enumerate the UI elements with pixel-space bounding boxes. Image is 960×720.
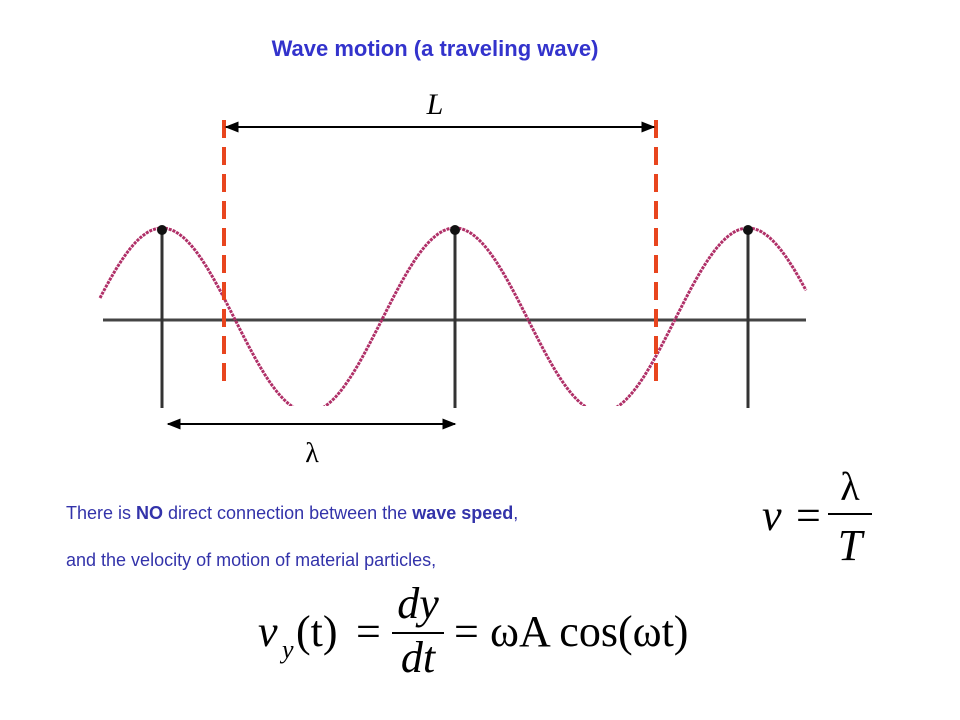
eq-symbol: (t) (296, 607, 338, 656)
eq-symbol: = (796, 491, 821, 540)
crest-dots (157, 225, 753, 235)
text-span: wave speed (411, 503, 513, 523)
eq-symbol: v (762, 491, 782, 540)
eq-symbol: λ (840, 464, 860, 509)
wave-speed-equation: v = λ T (762, 464, 872, 570)
dashed-markers (222, 120, 658, 390)
text-span: direct connection between the (163, 503, 412, 523)
particle-velocity-equation: v y (t) = dy dt = ωA cos(ωt) (258, 579, 688, 682)
text-span: There is (66, 503, 136, 523)
eq-symbol: T (838, 521, 866, 570)
eq-symbol: dy (397, 579, 439, 628)
length-label: L (426, 88, 444, 121)
text-span: , (513, 503, 518, 523)
sentence-line-2: and the velocity of motion of material p… (66, 550, 436, 570)
title: Wave motion (a traveling wave) (272, 36, 599, 61)
eq-symbol: dt (401, 633, 437, 682)
text-span: NO (136, 503, 163, 523)
eq-symbol: = (356, 607, 381, 656)
eq-symbol: v (258, 607, 278, 656)
sentence-line-1: There is NO direct connection between th… (66, 503, 518, 523)
wavelength-label: λ (305, 438, 319, 469)
crest-lines (160, 228, 750, 408)
eq-symbol: ωA cos(ωt) (490, 607, 688, 656)
eq-symbol: y (279, 635, 294, 664)
eq-symbol: = (454, 607, 479, 656)
